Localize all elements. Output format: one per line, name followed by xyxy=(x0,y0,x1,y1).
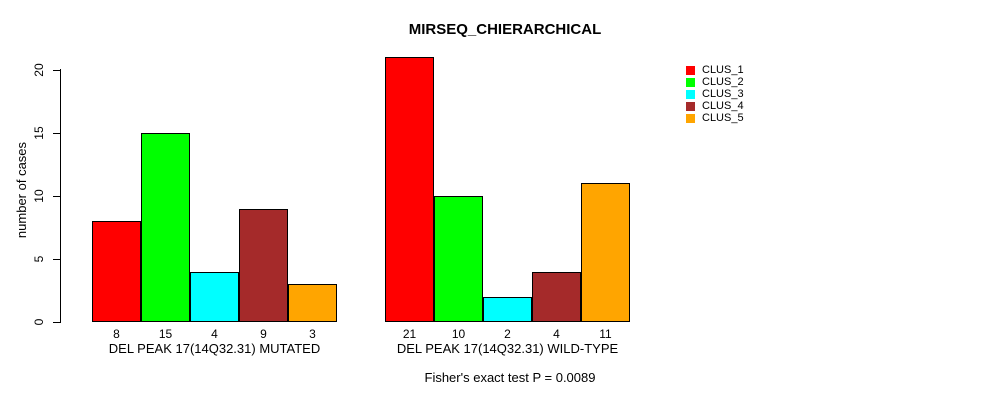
bar-value-label: 3 xyxy=(309,327,316,341)
legend-item-clus_2: CLUS_2 xyxy=(686,76,744,88)
x-axis-group-label: DEL PEAK 17(14Q32.31) MUTATED xyxy=(108,341,321,356)
legend-label: CLUS_2 xyxy=(702,76,744,88)
bar-value-label: 21 xyxy=(402,327,417,341)
y-tick-label: 20 xyxy=(32,63,46,77)
bar-clus_2-group2 xyxy=(434,196,483,322)
bar-clus_3-group1 xyxy=(190,272,239,322)
bar-clus_4-group2 xyxy=(532,272,581,322)
bar-value-label: 4 xyxy=(553,327,560,341)
y-axis-label: number of cases xyxy=(14,141,29,239)
y-tick-mark xyxy=(53,70,60,71)
bar-value-label: 2 xyxy=(504,327,511,341)
bar-value-label: 15 xyxy=(158,327,173,341)
footnote-text: Fisher's exact test P = 0.0089 xyxy=(424,370,596,385)
legend-swatch-clus_2 xyxy=(686,77,695,87)
y-tick-mark xyxy=(53,196,60,197)
y-tick-label: 15 xyxy=(32,126,46,140)
legend-swatch-clus_4 xyxy=(686,101,695,111)
legend-label: CLUS_1 xyxy=(702,64,744,76)
bar-value-label: 8 xyxy=(113,327,120,341)
y-tick-mark xyxy=(53,133,60,134)
legend-item-clus_5: CLUS_5 xyxy=(686,112,744,124)
bar-value-label: 11 xyxy=(599,327,612,341)
bar-value-label: 10 xyxy=(451,327,466,341)
x-axis-group-label: DEL PEAK 17(14Q32.31) WILD-TYPE xyxy=(396,341,619,356)
bar-clus_1-group1 xyxy=(92,221,141,322)
legend-label: CLUS_3 xyxy=(702,88,744,100)
legend-label: CLUS_5 xyxy=(702,112,744,124)
y-tick-label: 0 xyxy=(32,318,46,326)
y-tick-mark xyxy=(53,259,60,260)
bar-clus_5-group2 xyxy=(581,183,630,322)
legend-label: CLUS_4 xyxy=(702,100,744,112)
bar-clus_2-group1 xyxy=(141,133,190,322)
legend-item-clus_4: CLUS_4 xyxy=(686,100,744,112)
y-tick-label: 10 xyxy=(32,189,46,203)
bar-clus_3-group2 xyxy=(483,297,532,322)
bar-value-label: 4 xyxy=(211,327,218,341)
bar-clus_4-group1 xyxy=(239,209,288,322)
bar-value-label: 9 xyxy=(260,327,267,341)
bar-clus_1-group2 xyxy=(385,57,434,322)
y-tick-label: 5 xyxy=(32,255,46,263)
chart-title: MIRSEQ_CHIERARCHICAL xyxy=(408,21,602,38)
y-tick-mark xyxy=(53,322,60,323)
y-axis-line xyxy=(60,69,61,323)
legend-swatch-clus_3 xyxy=(686,89,695,99)
bar-clus_5-group1 xyxy=(288,284,337,322)
legend-item-clus_3: CLUS_3 xyxy=(686,88,744,100)
legend-item-clus_1: CLUS_1 xyxy=(686,64,744,76)
legend-swatch-clus_1 xyxy=(686,65,695,75)
legend-swatch-clus_5 xyxy=(686,113,695,123)
